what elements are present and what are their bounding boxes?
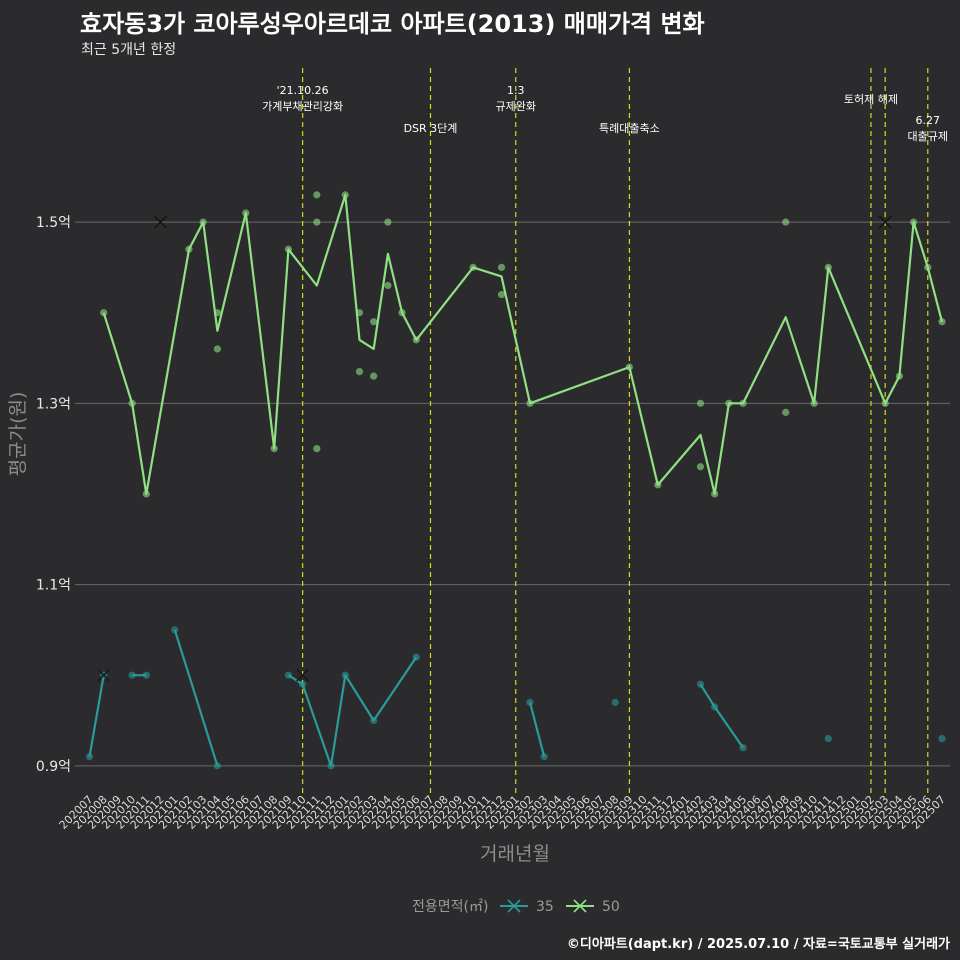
y-axis-ticks: 0.9억 1.1억 1.3억 1.5억 [36, 215, 71, 775]
chart-title: 효자동3가 코아루성우아르데코 아파트(2013) 매매가격 변화 [80, 10, 705, 38]
series-line [287, 656, 418, 767]
x-marker [97, 668, 111, 682]
event-label: '21.10.26 [277, 84, 329, 97]
data-point [355, 367, 364, 376]
x-marker [296, 668, 310, 682]
event-label: 대출규제 [908, 130, 948, 143]
series-line [173, 629, 219, 767]
data-point [213, 762, 221, 770]
data-point [696, 463, 705, 471]
x-marker [878, 215, 892, 229]
legend: 전용면적(㎡) 35 50 [412, 899, 620, 915]
series-50 [100, 191, 946, 498]
data-point [782, 408, 790, 416]
y-tick-label: 0.9억 [36, 759, 71, 775]
legend-label: 50 [602, 899, 620, 915]
event-label: 특례대출축소 [599, 122, 660, 135]
x-axis-title: 거래년월 [480, 843, 550, 865]
legend-label: 35 [536, 899, 554, 915]
data-point [370, 372, 378, 380]
series-35 [85, 626, 946, 770]
legend-item-35: 35 [500, 899, 554, 915]
x-axis-ticks: 2020072020082020092020102020112020122021… [57, 793, 948, 832]
data-point [611, 698, 619, 706]
data-point [497, 290, 506, 299]
y-tick-label: 1.5억 [36, 215, 71, 231]
data-point [142, 671, 150, 679]
event-label: DSR 3단계 [404, 122, 458, 135]
data-point [497, 263, 506, 271]
data-point [213, 345, 221, 353]
data-point [313, 445, 321, 453]
data-point [782, 218, 790, 226]
data-point [526, 698, 534, 706]
data-point [384, 218, 392, 226]
data-point [100, 309, 108, 317]
legend-swatch-marker [507, 899, 521, 913]
series-line [528, 702, 546, 758]
legend-swatch-marker [573, 899, 587, 913]
data-point [171, 626, 179, 634]
legend-title: 전용면적(㎡) [412, 899, 488, 915]
series-line [699, 683, 745, 749]
data-point [824, 735, 832, 743]
y-axis-title: 평균가(원) [7, 392, 29, 477]
y-tick-label: 1.3억 [36, 396, 71, 412]
chart-subtitle: 최근 5개년 한정 [81, 42, 177, 58]
x-marker [153, 215, 168, 229]
data-point [384, 281, 392, 290]
series-layer [85, 191, 946, 770]
series-line [88, 675, 105, 757]
event-label: 1.3 [507, 84, 525, 97]
series-line [102, 193, 944, 495]
event-label: 토허제 해제 [844, 92, 898, 106]
event-label: 가계부채관리강화 [262, 100, 343, 113]
event-label: 규제완화 [496, 100, 536, 113]
data-point [370, 318, 378, 326]
data-point [313, 191, 321, 199]
legend-item-50: 50 [566, 899, 620, 915]
gridlines [75, 221, 950, 767]
data-point [313, 218, 321, 226]
data-point [696, 399, 705, 407]
data-point [938, 735, 946, 743]
event-label: 6.27 [916, 114, 941, 127]
y-tick-label: 1.1억 [36, 578, 71, 594]
source-caption: ©디아파트(dapt.kr) / 2025.07.10 / 자료=국토교통부 실… [566, 937, 950, 952]
